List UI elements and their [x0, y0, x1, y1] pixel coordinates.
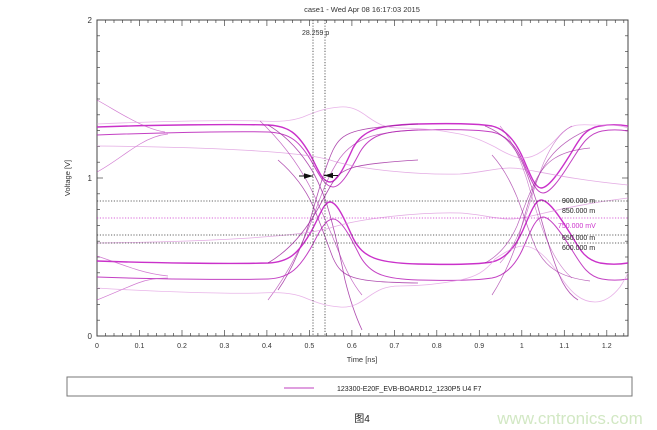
svg-text:1: 1: [520, 343, 524, 350]
svg-text:0.8: 0.8: [432, 343, 442, 350]
svg-text:2: 2: [88, 16, 93, 25]
svg-text:600.000 m: 600.000 m: [562, 245, 595, 252]
svg-text:0.9: 0.9: [474, 343, 484, 350]
svg-text:Time [ns]: Time [ns]: [347, 355, 378, 364]
svg-text:1.1: 1.1: [559, 343, 569, 350]
svg-text:850.000 m: 850.000 m: [562, 208, 595, 215]
svg-text:www.cntronics.com: www.cntronics.com: [496, 409, 642, 428]
svg-text:0: 0: [88, 332, 93, 341]
svg-text:28.259 p: 28.259 p: [302, 30, 329, 37]
svg-text:0.2: 0.2: [177, 343, 187, 350]
svg-text:123300-E20F_EVB-BOARD12_1230P5: 123300-E20F_EVB-BOARD12_1230P5 U4 F7: [337, 386, 481, 393]
svg-text:case1 - Wed Apr 08 16:17:03 20: case1 - Wed Apr 08 16:17:03 2015: [304, 5, 420, 14]
svg-text:1: 1: [88, 174, 93, 183]
svg-text:900.000 m: 900.000 m: [562, 198, 595, 205]
svg-text:Voltage [V]: Voltage [V]: [63, 160, 72, 196]
svg-text:0.3: 0.3: [220, 343, 230, 350]
svg-text:0.5: 0.5: [305, 343, 315, 350]
svg-text:0: 0: [95, 343, 99, 350]
svg-text:0.4: 0.4: [262, 343, 272, 350]
svg-text:图4: 图4: [354, 413, 370, 425]
svg-text:1.2: 1.2: [602, 343, 612, 350]
svg-text:650.000 m: 650.000 m: [562, 235, 595, 242]
svg-text:0.6: 0.6: [347, 343, 357, 350]
svg-text:750.000 mV: 750.000 mV: [558, 223, 596, 230]
svg-text:0.1: 0.1: [135, 343, 145, 350]
svg-text:0.7: 0.7: [390, 343, 400, 350]
